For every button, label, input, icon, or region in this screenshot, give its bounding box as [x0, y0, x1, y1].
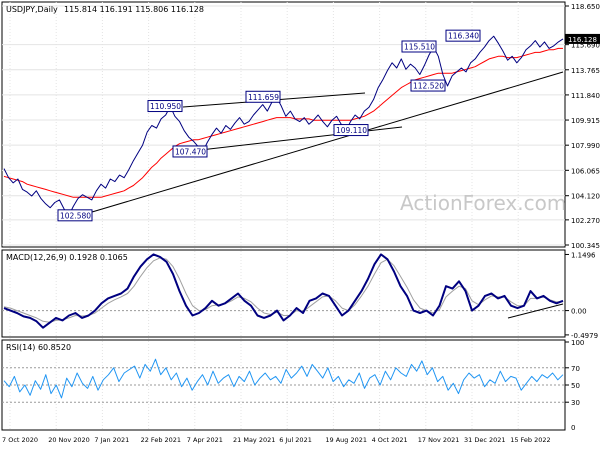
annotation-label-3: 111.659 — [248, 93, 279, 102]
macd-trendline — [507, 303, 564, 319]
watermark: ActionForex.com — [400, 191, 566, 215]
x-tick-label-2: 7 Jan 2021 — [94, 436, 129, 444]
annotation-box-2 — [172, 145, 208, 158]
y-axis-ticks: 118.650 115.690 113.765 111.840 109.915 107.9… — [565, 3, 600, 432]
current-price-label: 116.128 — [568, 36, 597, 44]
rsi-label: RSI(14) 60.8520 — [6, 343, 71, 352]
annotation-box-1 — [147, 100, 183, 113]
price-line — [3, 35, 564, 217]
macd-panel-frame — [1, 249, 566, 338]
x-tick-label-4: 7 Apr 2021 — [187, 436, 223, 444]
x-tick-label-11: 15 Feb 2022 — [510, 436, 550, 444]
annotation-label-1: 110.950 — [150, 102, 181, 111]
x-tick-label-9: 17 Nov 2021 — [418, 436, 460, 444]
main-series-group — [3, 35, 564, 217]
x-tick-label-10: 31 Dec 2021 — [464, 436, 506, 444]
x-tick-label-5: 21 May 2021 — [233, 436, 275, 444]
current-price-box — [565, 33, 600, 44]
price-tick-label-5: 107.990 — [571, 142, 600, 150]
macd-tick-label-1: 0.00 — [571, 308, 587, 316]
macd-line — [3, 253, 564, 329]
chart-title: USDJPY,Daily — [6, 5, 58, 14]
x-axis-ticks: 7 Oct 2020 20 Nov 2020 7 Jan 2021 22 Feb 20… — [2, 436, 551, 444]
annotation-box-3 — [245, 90, 281, 103]
x-tick-label-8: 4 Oct 2021 — [372, 436, 408, 444]
macd-series-group — [3, 253, 564, 329]
x-tick-label-3: 22 Feb 2021 — [141, 436, 181, 444]
price-tick-label-9: 100.345 — [571, 242, 600, 250]
x-tick-label-7: 19 Aug 2021 — [325, 436, 367, 444]
rsi-tick-label-1: 70 — [571, 365, 580, 373]
macd-label: MACD(12,26,9) 0.1928 0.1065 — [6, 253, 128, 262]
macd-signal-line — [3, 257, 563, 323]
rsi-tick-label-zero: 0 — [571, 424, 575, 432]
annotation-label-2: 107.470 — [175, 147, 206, 156]
annotation-box-5 — [401, 40, 437, 53]
annotation-labels: 102.580 110.950 107.470 111.659 109.110 115.5… — [57, 29, 481, 222]
rsi-tick-label-0: 100 — [571, 339, 584, 347]
price-tick-label-4: 109.915 — [571, 117, 600, 125]
price-tick-label-2: 113.765 — [571, 67, 600, 75]
rsi-tick-label-3: 30 — [571, 399, 580, 407]
annotation-box-6 — [445, 29, 481, 42]
annotation-box-7 — [410, 79, 446, 92]
price-tick-label-8: 102.270 — [571, 217, 600, 225]
annotation-label-5: 115.510 — [404, 42, 435, 51]
price-tick-label-3: 111.840 — [571, 92, 600, 100]
moving-average-line — [3, 47, 563, 198]
annotation-box-0 — [57, 209, 93, 222]
main-panel-frame — [1, 1, 566, 248]
price-tick-label-6: 106.065 — [571, 167, 600, 175]
rsi-line — [3, 358, 564, 399]
price-tick-label-7: 104.120 — [571, 193, 600, 201]
long-support-trendline — [91, 71, 564, 213]
chart-ohlc: 115.814 116.191 115.806 116.128 — [64, 5, 204, 14]
x-tick-label-1: 20 Nov 2020 — [48, 436, 90, 444]
x-tick-label-6: 6 Jul 2021 — [279, 436, 312, 444]
rsi-tick-label-2: 50 — [571, 382, 580, 390]
annotation-label-0: 102.580 — [60, 211, 91, 220]
annotation-label-4: 109.110 — [336, 126, 367, 135]
x-tick-label-0: 7 Oct 2020 — [2, 436, 38, 444]
annotation-label-7: 112.520 — [413, 82, 444, 91]
grid-lines — [2, 2, 565, 430]
price-tick-label-1: 115.690 — [571, 42, 600, 50]
annotation-box-4 — [333, 124, 369, 137]
price-tick-label-0: 118.650 — [571, 3, 600, 11]
annotation-label-6: 116.340 — [448, 32, 479, 41]
macd-tick-label-2: -0.4979 — [571, 332, 598, 340]
rsi-series-group — [3, 358, 564, 399]
macd-tick-label-0: 1.1496 — [571, 251, 596, 259]
